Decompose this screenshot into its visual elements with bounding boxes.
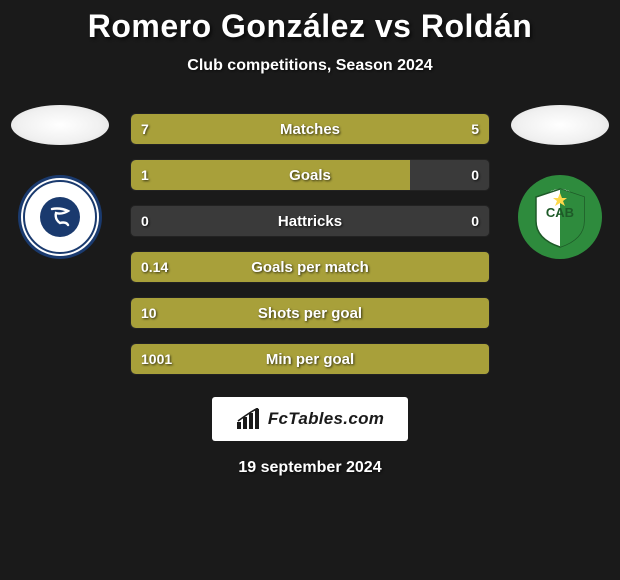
club-badge-left (18, 175, 102, 259)
stat-fill-right (339, 114, 489, 144)
player-left-avatar-placeholder (11, 105, 109, 145)
stat-fill-left (131, 160, 410, 190)
main-row: Matches75Goals10Hattricks00Goals per mat… (0, 113, 620, 375)
svg-text:CAB: CAB (546, 205, 574, 220)
player-right-avatar-placeholder (511, 105, 609, 145)
stat-value-left: 0 (141, 206, 149, 236)
stat-fill-left (131, 252, 489, 282)
comparison-widget: Romero González vs Roldán Club competiti… (0, 0, 620, 477)
bar-chart-icon (236, 408, 262, 430)
footer-date: 19 september 2024 (0, 459, 620, 477)
stat-value-right: 0 (471, 206, 479, 236)
page-subtitle: Club competitions, Season 2024 (0, 57, 620, 75)
club-badge-right: CAB (518, 175, 602, 259)
stat-row: Matches75 (130, 113, 490, 145)
stat-row: Shots per goal10 (130, 297, 490, 329)
club-right-shield-icon: CAB (532, 187, 588, 249)
stat-row: Goals per match0.14 (130, 251, 490, 283)
left-side-column (0, 113, 120, 259)
page-title: Romero González vs Roldán (0, 8, 620, 45)
stat-value-right: 0 (471, 160, 479, 190)
stat-fill-left (131, 344, 489, 374)
right-side-column: CAB (500, 113, 620, 259)
stat-row: Goals10 (130, 159, 490, 191)
stat-fill-left (131, 114, 339, 144)
stat-row: Hattricks0 0 (130, 205, 490, 237)
stat-label: Hattricks (131, 206, 489, 236)
brand-badge[interactable]: FcTables.com (212, 397, 408, 441)
stat-fill-left (131, 298, 489, 328)
stat-row: Min per goal1001 (130, 343, 490, 375)
club-badge-left-ring (23, 180, 97, 254)
brand-text: FcTables.com (268, 409, 384, 429)
stats-column: Matches75Goals10Hattricks00Goals per mat… (120, 113, 500, 375)
